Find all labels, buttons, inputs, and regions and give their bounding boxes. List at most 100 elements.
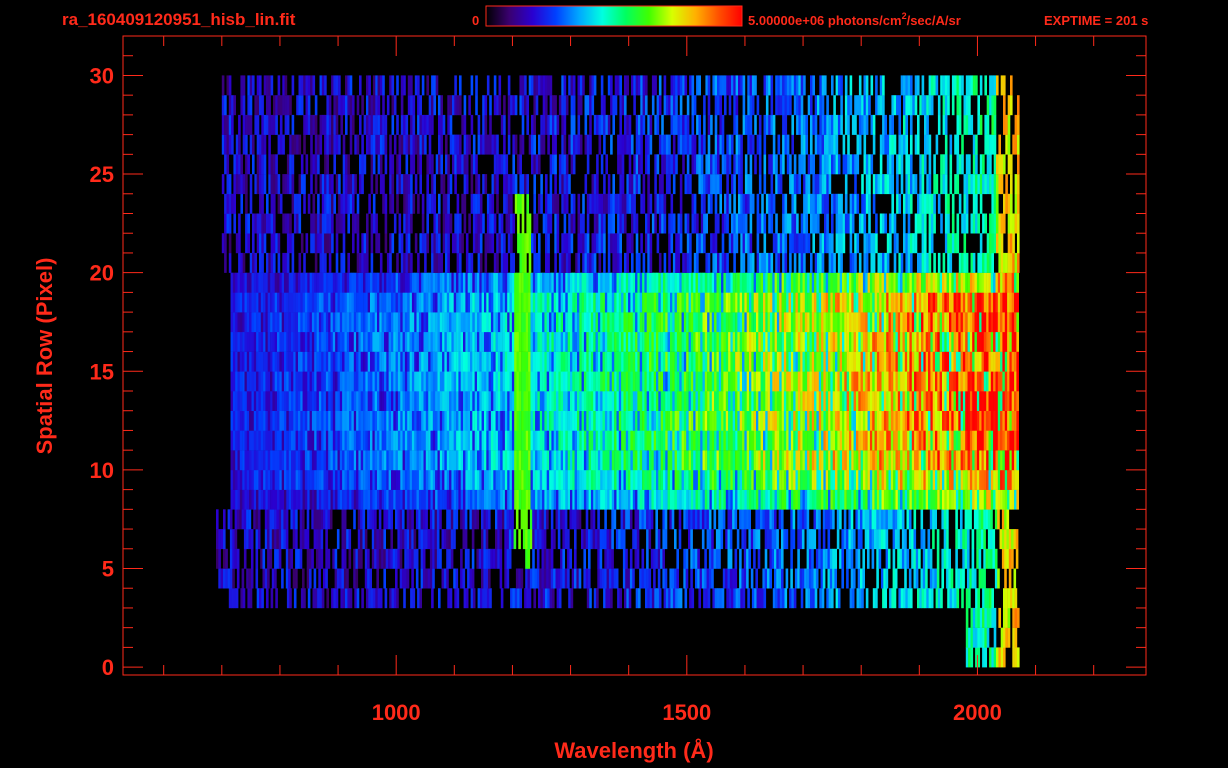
heatmap-cell — [982, 627, 985, 648]
heatmap-cell — [269, 509, 273, 530]
heatmap-cell — [718, 469, 722, 490]
heatmap-cell — [339, 371, 343, 392]
heatmap-cell — [779, 371, 782, 392]
heatmap-cell — [846, 548, 849, 569]
heatmap-cell — [523, 312, 527, 333]
heatmap-cell — [446, 450, 450, 471]
heatmap-cell — [307, 292, 310, 313]
heatmap-cell — [895, 469, 899, 490]
heatmap-cell — [279, 450, 282, 471]
heatmap-cell — [395, 292, 399, 313]
heatmap-cell — [502, 371, 506, 392]
heatmap-cell — [690, 430, 694, 451]
heatmap-cell — [544, 371, 547, 392]
heatmap-cell — [688, 292, 692, 313]
heatmap-cell — [772, 489, 775, 510]
heatmap-cell — [265, 371, 268, 392]
heatmap-cell — [909, 391, 912, 411]
heatmap-cell — [307, 391, 310, 411]
heatmap-cell — [391, 351, 394, 372]
heatmap-cell — [439, 312, 443, 333]
heatmap-cell — [478, 548, 482, 569]
heatmap-cell — [542, 489, 545, 510]
heatmap-cell — [751, 469, 754, 490]
heatmap-cell — [429, 568, 433, 589]
heatmap-cell — [828, 469, 831, 490]
heatmap-cell — [886, 331, 889, 352]
heatmap-cell — [769, 568, 772, 589]
heatmap-cell — [823, 371, 826, 392]
heatmap-cell — [785, 529, 789, 550]
heatmap-cell — [635, 331, 638, 352]
heatmap-cell — [379, 371, 382, 392]
heatmap-cell — [449, 450, 452, 471]
heatmap-cell — [867, 489, 871, 510]
heatmap-cell — [914, 489, 917, 510]
heatmap-cell — [521, 351, 524, 372]
heatmap-cell — [656, 391, 659, 411]
heatmap-cell — [464, 509, 468, 530]
heatmap-cell — [816, 331, 819, 352]
heatmap-cell — [232, 489, 236, 510]
heatmap-cell — [511, 292, 515, 313]
heatmap-cell — [384, 272, 387, 293]
heatmap-cell — [949, 450, 952, 471]
heatmap-cell — [1010, 588, 1013, 609]
heatmap-cell — [553, 430, 557, 451]
heatmap-cell — [642, 469, 645, 490]
heatmap-cell — [593, 588, 597, 609]
heatmap-cell — [753, 469, 757, 490]
heatmap-cell — [530, 489, 534, 510]
heatmap-cell — [597, 568, 600, 589]
heatmap-cell — [939, 430, 943, 451]
heatmap-cell — [547, 588, 550, 609]
heatmap-cell — [391, 292, 394, 313]
heatmap-cell — [456, 371, 459, 392]
heatmap-cell — [509, 371, 513, 392]
heatmap-cell — [281, 469, 285, 490]
heatmap-cell — [981, 331, 985, 352]
heatmap-cell — [239, 450, 243, 471]
heatmap-cell — [635, 391, 638, 411]
heatmap-cell — [246, 292, 250, 313]
heatmap-cell — [363, 331, 366, 352]
heatmap-cell — [344, 450, 348, 471]
heatmap-cell — [960, 430, 964, 451]
heatmap-cell — [781, 489, 785, 510]
heatmap-cell — [962, 469, 966, 490]
heatmap-cell — [976, 509, 979, 530]
heatmap-cell — [867, 509, 870, 530]
heatmap-cell — [1002, 351, 1005, 372]
heatmap-cell — [670, 312, 673, 333]
heatmap-cell — [541, 548, 545, 569]
heatmap-cell — [416, 489, 420, 510]
heatmap-cell — [253, 410, 257, 431]
heatmap-cell — [367, 312, 371, 333]
heatmap-cell — [795, 391, 799, 411]
heatmap-cell — [795, 371, 799, 392]
heatmap-cell — [339, 450, 343, 471]
heatmap-cell — [890, 509, 893, 530]
heatmap-cell — [223, 548, 226, 569]
heatmap-cell — [885, 529, 889, 550]
heatmap-cell — [374, 489, 378, 510]
heatmap-cell — [697, 489, 701, 510]
heatmap-cell — [520, 509, 524, 530]
heatmap-cell — [993, 312, 996, 333]
heatmap-cell — [237, 292, 241, 313]
heatmap-cell — [990, 450, 994, 471]
heatmap-cell — [725, 529, 728, 550]
heatmap-cell — [688, 410, 692, 431]
heatmap-cell — [837, 312, 840, 333]
heatmap-cell — [467, 489, 471, 510]
heatmap-cell — [1004, 450, 1008, 471]
heatmap-cell — [681, 312, 685, 333]
heatmap-cell — [351, 272, 354, 293]
heatmap-cell — [595, 391, 599, 411]
heatmap-cell — [430, 391, 434, 411]
heatmap-cell — [316, 331, 320, 352]
heatmap-cell — [737, 312, 740, 333]
heatmap-cell — [904, 489, 908, 510]
heatmap-cell — [674, 489, 678, 510]
heatmap-cell — [776, 351, 780, 372]
